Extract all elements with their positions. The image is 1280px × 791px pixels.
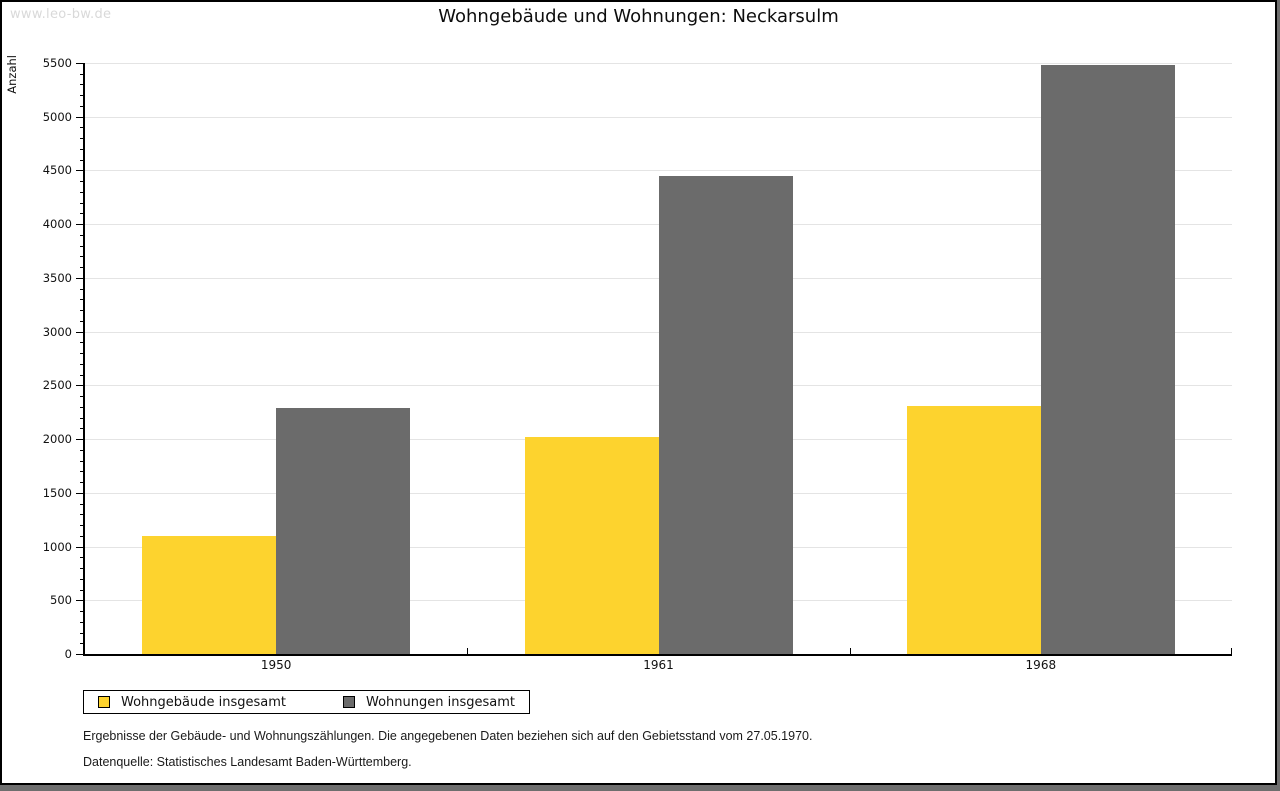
y-axis-title: Anzahl [5,55,19,94]
y-axis-minor-tick [80,245,84,247]
y-axis-minor-tick [80,138,84,140]
y-axis-minor-tick [80,299,84,301]
legend-label-wohnungen: Wohnungen insgesamt [366,694,515,710]
legend-item-wohngebaeude: Wohngebäude insgesamt [98,695,286,710]
y-axis-minor-tick [80,417,84,419]
y-axis-major-tick [76,654,84,655]
y-axis-minor-tick [80,84,84,86]
y-axis-major-tick [76,385,84,387]
y-axis-minor-tick [80,611,84,613]
y-axis-tick-label: 1000 [42,539,72,554]
y-gridline [85,63,1232,64]
legend-swatch-wohnungen [343,696,355,708]
y-axis-minor-tick [80,267,84,269]
y-axis-minor-tick [80,460,84,462]
y-axis-minor-tick [80,514,84,516]
y-axis-minor-tick [80,525,84,527]
y-axis-minor-tick [80,191,84,193]
y-axis-minor-tick [80,105,84,107]
y-axis-minor-tick [80,535,84,537]
x-axis-end-tick [1231,648,1232,654]
y-axis-major-tick [76,277,84,279]
y-axis-major-tick [76,170,84,172]
y-axis-minor-tick [80,353,84,355]
chart-title: Wohngebäude und Wohnungen: Neckarsulm [438,6,839,27]
y-axis-minor-tick [80,320,84,322]
watermark: www.leo-bw.de [10,7,112,22]
y-axis-minor-tick [80,202,84,204]
y-axis-minor-tick [80,568,84,570]
y-axis-tick-label: 5000 [42,109,72,124]
y-axis-minor-tick [80,181,84,183]
y-axis-minor-tick [80,406,84,408]
y-axis-minor-tick [80,621,84,623]
y-axis-minor-tick [80,643,84,645]
y-axis-minor-tick [80,95,84,97]
y-axis-minor-tick [80,503,84,505]
y-axis-major-tick [76,600,84,602]
legend: Wohngebäude insgesamt Wohnungen insgesam… [83,690,530,714]
bar-series2-1950 [276,407,411,654]
y-axis-minor-tick [80,73,84,75]
y-axis-major-tick [76,116,84,118]
y-axis-major-tick [76,331,84,333]
y-axis-minor-tick [80,557,84,559]
y-axis-minor-tick [80,310,84,312]
y-axis-tick-label: 0 [64,647,72,661]
bar-series2-1968 [1040,65,1175,654]
y-axis-line [83,63,85,656]
x-axis-category-label: 1950 [260,658,292,672]
bar-series2-1961 [658,175,793,654]
x-axis-category-label: 1961 [643,658,674,672]
y-axis-tick-label: 4000 [42,217,72,232]
y-axis-minor-tick [80,256,84,258]
y-axis-tick-label: 3500 [42,270,72,285]
y-axis-minor-tick [80,148,84,150]
y-axis-major-tick [76,439,84,441]
legend-item-wohnungen: Wohnungen insgesamt [343,695,515,710]
footnote-line-2: Datenquelle: Statistisches Landesamt Bad… [83,755,412,769]
y-axis-minor-tick [80,449,84,451]
bar-series1-1968 [906,405,1041,654]
y-axis-minor-tick [80,374,84,376]
y-axis-major-tick [76,492,84,494]
x-axis-group-tick [467,648,469,654]
legend-label-wohngebaeude: Wohngebäude insgesamt [121,694,286,710]
y-axis-minor-tick [80,428,84,430]
footnote-line-1: Ergebnisse der Gebäude- und Wohnungszähl… [83,729,813,743]
y-axis-minor-tick [80,482,84,484]
y-axis-minor-tick [80,396,84,398]
y-axis-tick-label: 2000 [42,432,72,447]
y-gridline [85,116,1232,118]
x-axis-line [83,654,1232,656]
y-axis-minor-tick [80,578,84,580]
y-axis-tick-label: 5500 [42,56,72,70]
y-axis-tick-label: 500 [50,593,72,608]
y-axis-minor-tick [80,213,84,215]
y-axis-minor-tick [80,288,84,290]
y-axis-major-tick [76,224,84,226]
y-axis-minor-tick [80,471,84,473]
y-axis-minor-tick [80,589,84,591]
y-axis-minor-tick [80,632,84,634]
y-axis-minor-tick [80,127,84,129]
y-axis-minor-tick [80,234,84,236]
x-axis-category-label: 1968 [1025,658,1057,672]
y-axis-minor-tick [80,159,84,161]
bar-series1-1961 [524,437,659,654]
bar-series1-1950 [142,535,277,654]
y-axis-tick-label: 4500 [42,163,72,178]
y-axis-tick-label: 1500 [42,485,72,500]
y-axis-tick-label: 2500 [42,378,72,393]
legend-swatch-wohngebaeude [98,696,110,708]
x-axis-group-tick [849,648,851,654]
y-axis-major-tick [76,546,84,548]
y-axis-minor-tick [80,342,84,344]
y-axis-tick-label: 3000 [42,324,72,339]
y-gridline [85,170,1232,172]
y-axis-minor-tick [80,363,84,365]
y-axis-major-tick [76,63,84,64]
